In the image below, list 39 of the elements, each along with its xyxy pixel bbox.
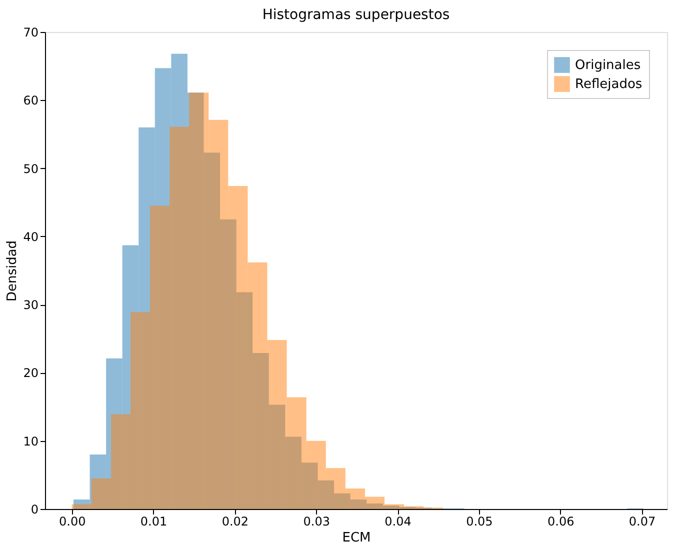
y-tick-label: 0 bbox=[30, 502, 38, 516]
y-tick-label: 10 bbox=[23, 434, 38, 448]
y-tick-label: 60 bbox=[23, 94, 38, 108]
x-tick-label: 0.04 bbox=[384, 514, 412, 528]
bar bbox=[404, 506, 424, 509]
x-tick-label: 0.01 bbox=[140, 514, 168, 528]
bar bbox=[306, 440, 326, 509]
bar bbox=[110, 414, 130, 509]
bar bbox=[130, 312, 150, 509]
legend-label: Originales bbox=[575, 58, 641, 73]
bar bbox=[267, 340, 287, 509]
bar bbox=[150, 206, 170, 509]
bar bbox=[326, 468, 346, 509]
bar bbox=[91, 478, 111, 509]
y-tick-label: 50 bbox=[23, 162, 38, 176]
x-tick-label: 0.03 bbox=[303, 514, 330, 528]
x-tick-label: 0.05 bbox=[466, 514, 493, 528]
bar bbox=[384, 504, 404, 509]
bar bbox=[286, 397, 306, 509]
legend-label: Reflejados bbox=[575, 77, 642, 92]
y-tick-label: 20 bbox=[23, 366, 38, 380]
y-tick-label: 30 bbox=[23, 298, 38, 312]
x-tick-label: 0.07 bbox=[628, 514, 656, 528]
x-tick-label: 0.02 bbox=[222, 514, 249, 528]
chart-title: Histogramas superpuestos bbox=[262, 7, 450, 23]
bar bbox=[228, 186, 248, 509]
x-axis-title: ECM bbox=[342, 530, 371, 546]
bar bbox=[189, 92, 209, 509]
x-tick-label: 0.00 bbox=[59, 514, 86, 528]
bar bbox=[364, 496, 384, 509]
bar bbox=[72, 504, 92, 509]
bar bbox=[345, 488, 365, 509]
bar bbox=[208, 120, 228, 509]
y-tick-label: 40 bbox=[23, 230, 38, 244]
x-tick-label: 0.06 bbox=[547, 514, 574, 528]
bar bbox=[170, 126, 190, 509]
y-axis-title: Densidad bbox=[5, 240, 20, 302]
bar bbox=[248, 262, 268, 509]
y-tick-label: 70 bbox=[23, 26, 38, 40]
